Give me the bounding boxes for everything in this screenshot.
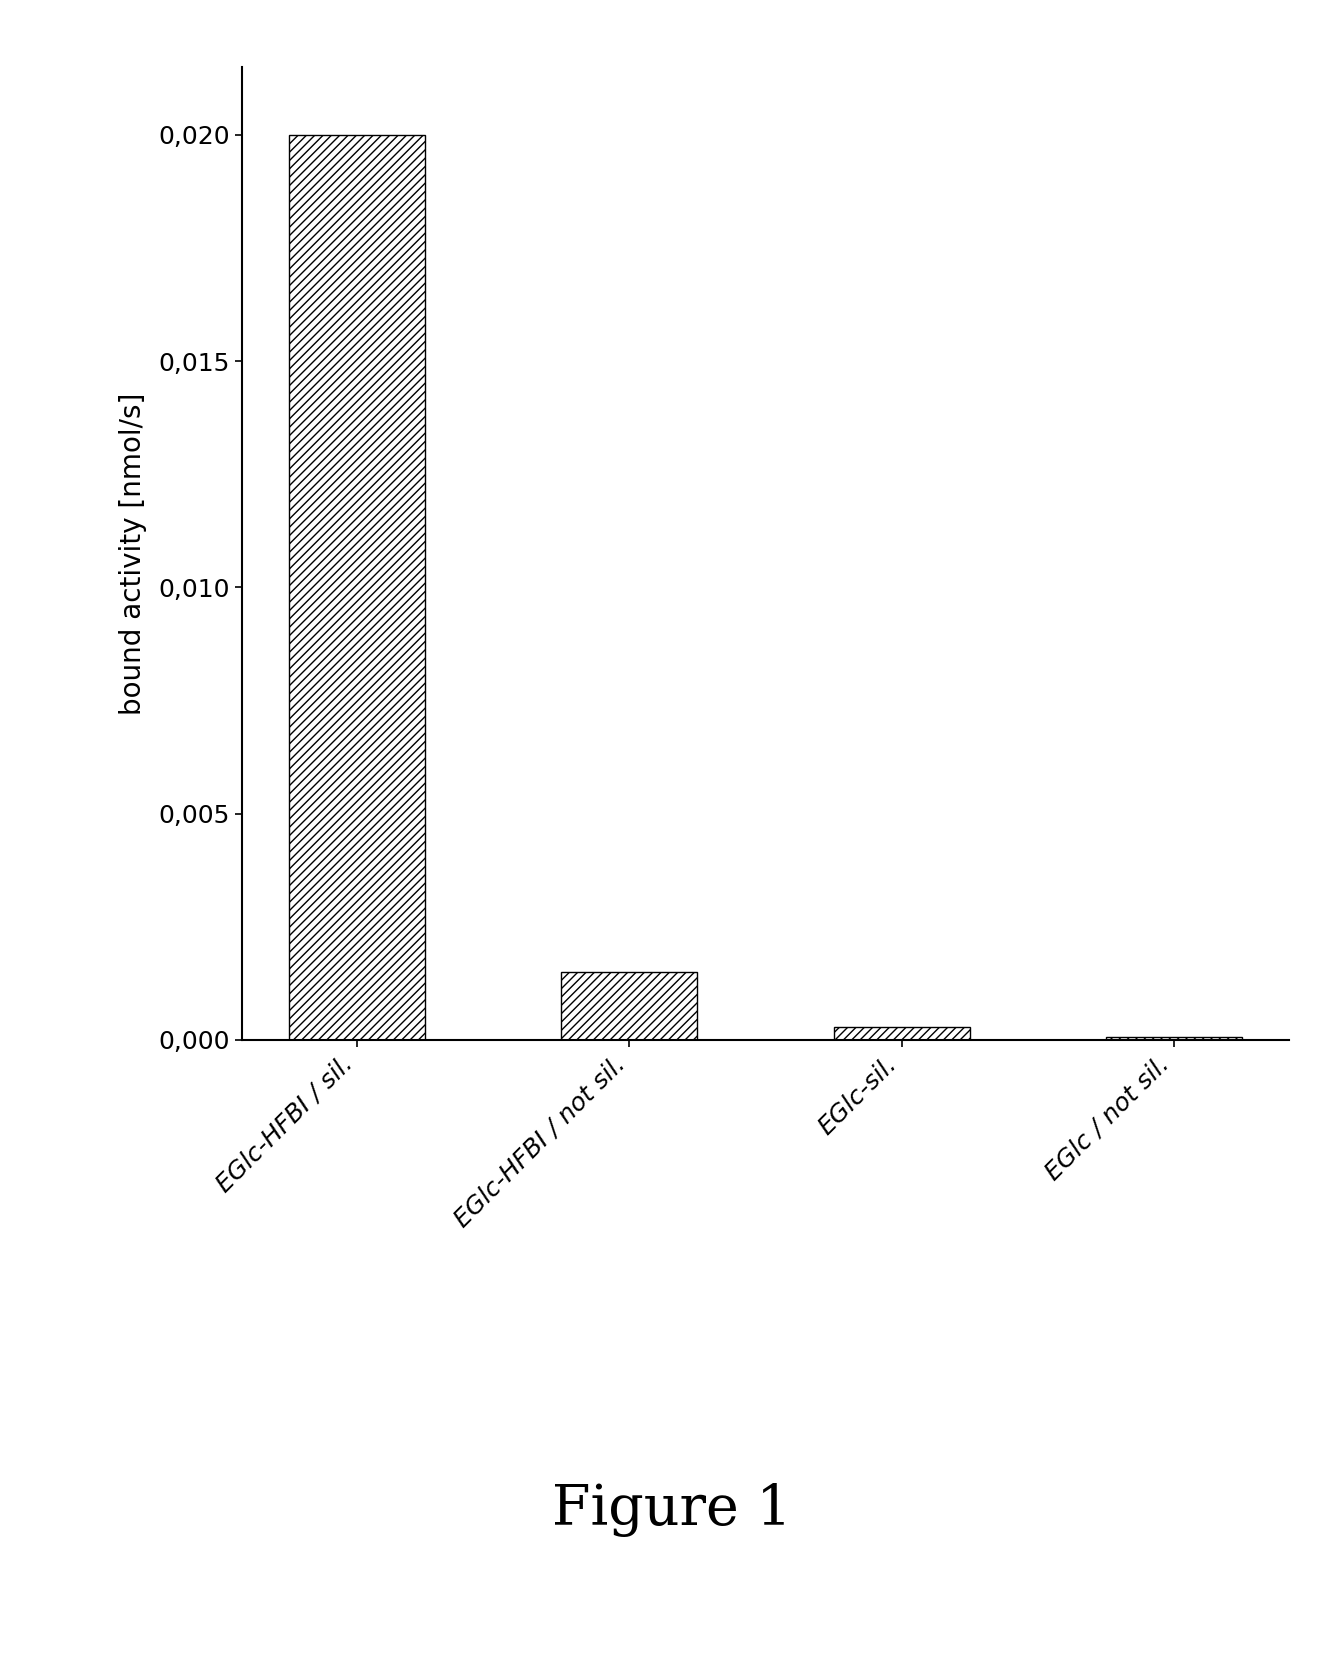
Bar bbox=[1105, 1038, 1242, 1040]
Y-axis label: bound activity [nmol/s]: bound activity [nmol/s] bbox=[120, 392, 148, 714]
Text: Figure 1: Figure 1 bbox=[552, 1482, 791, 1536]
Bar bbox=[289, 134, 426, 1040]
Bar bbox=[561, 973, 697, 1040]
Bar bbox=[834, 1026, 970, 1040]
